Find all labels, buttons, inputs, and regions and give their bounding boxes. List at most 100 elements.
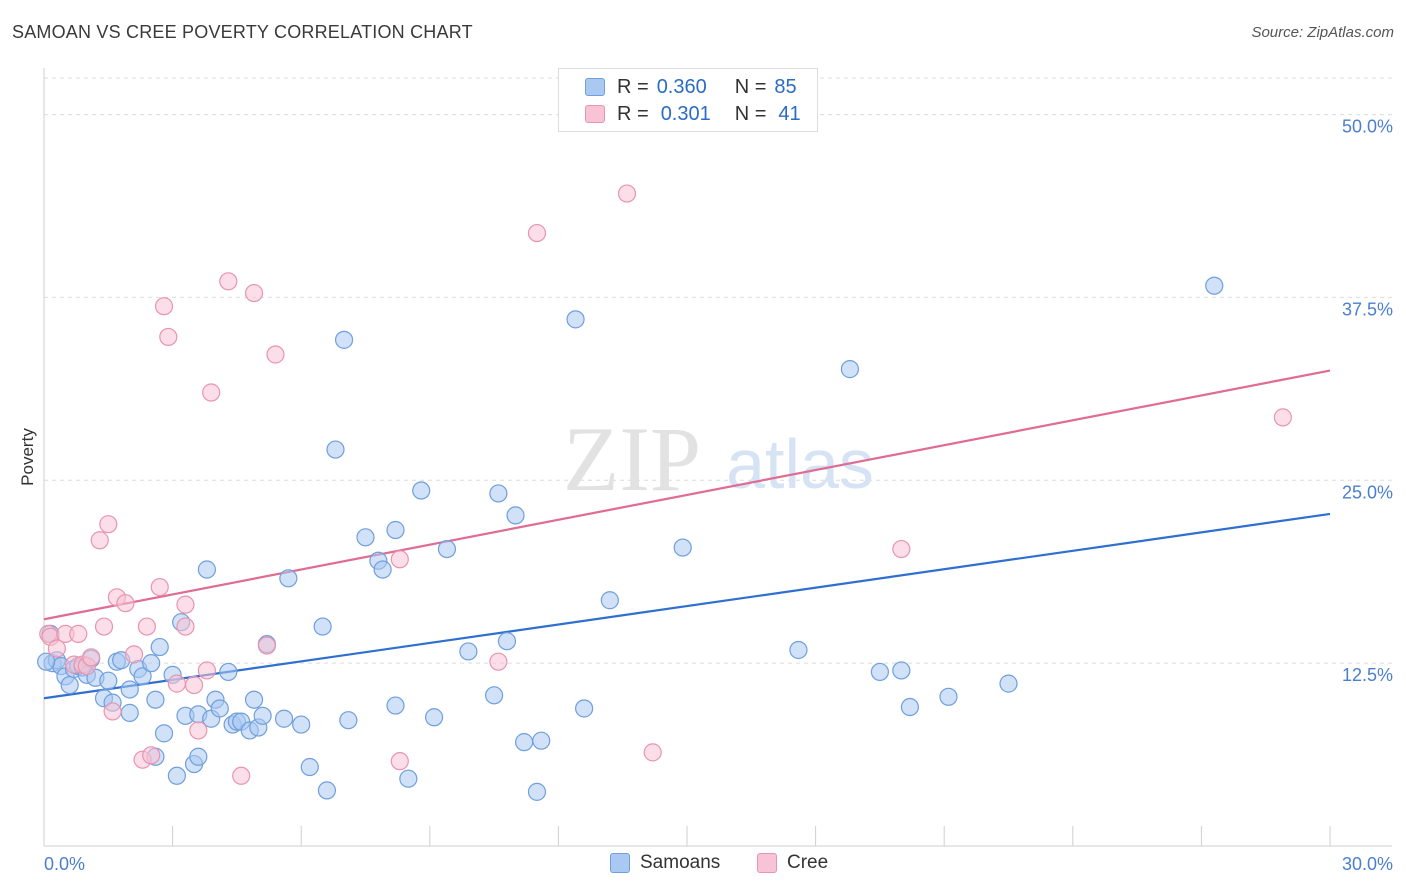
data-point: [60, 675, 79, 695]
legend-swatch-samoans: [610, 853, 630, 873]
data-point: [339, 711, 358, 730]
data-point: [219, 662, 238, 682]
data-point: [334, 330, 354, 349]
source-credit: Source: ZipAtlas.com: [1251, 24, 1394, 41]
data-point: [892, 539, 911, 559]
trend-line-samoans: [43, 512, 1331, 700]
data-point: [424, 708, 444, 727]
data-point: [150, 637, 169, 657]
data-point: [167, 766, 186, 785]
data-point: [154, 297, 174, 316]
trend-lines: [43, 369, 1331, 700]
y-tick-label: 12.5%: [1342, 665, 1393, 685]
data-point: [789, 640, 808, 660]
data-point: [99, 671, 118, 690]
data-point: [274, 709, 294, 728]
data-point: [412, 481, 431, 500]
legend-item-cree[interactable]: Cree: [757, 852, 828, 874]
data-point: [159, 327, 178, 347]
x-tick-label: 0.0%: [44, 854, 85, 874]
data-point: [673, 538, 692, 557]
data-point: [390, 550, 409, 569]
data-point: [210, 699, 229, 718]
data-point: [142, 654, 161, 673]
grid-lines: [44, 77, 1392, 664]
chart-title: SAMOAN VS CREE POVERTY CORRELATION CHART: [12, 22, 473, 42]
data-point: [82, 648, 101, 667]
data-point: [146, 690, 165, 709]
data-point: [532, 731, 551, 750]
data-point: [386, 520, 405, 540]
data-point: [197, 661, 216, 680]
y-tick-label: 25.0%: [1342, 482, 1393, 502]
data-point: [257, 636, 277, 655]
legend-n-value: 41: [778, 102, 801, 125]
data-point: [244, 283, 264, 303]
data-point: [184, 675, 204, 695]
data-point: [999, 674, 1018, 693]
y-axis-label: Poverty: [18, 428, 37, 486]
legend-row-cree: R = 0.301 N = 41: [585, 102, 801, 126]
legend-r-value: 0.301: [660, 102, 711, 125]
legend-label-samoans: Samoans: [640, 852, 721, 873]
legend-swatch-cree: [757, 853, 777, 873]
y-tick-label: 50.0%: [1342, 117, 1393, 137]
data-point: [133, 667, 152, 686]
data-point: [232, 766, 251, 785]
legend-r-label: R =: [617, 102, 649, 125]
data-point: [497, 632, 517, 651]
legend-r-value: 0.360: [656, 75, 707, 98]
data-point: [120, 703, 139, 722]
y-tick-label: 37.5%: [1342, 299, 1393, 319]
data-point: [900, 697, 920, 717]
data-point: [527, 223, 547, 243]
watermark: ZIP atlas: [563, 408, 874, 510]
legend-swatch-cree: [585, 105, 605, 123]
watermark-zip: ZIP: [563, 408, 701, 510]
data-point: [317, 781, 337, 800]
data-point: [527, 782, 547, 801]
legend-n-label: N =: [734, 102, 767, 125]
data-point: [176, 595, 195, 614]
legend-row-samoans: R = 0.360 N = 85: [585, 75, 797, 99]
data-point: [99, 515, 118, 534]
data-point: [515, 733, 534, 752]
data-point: [459, 642, 478, 661]
data-point: [485, 686, 504, 705]
data-point: [94, 617, 114, 636]
data-point: [202, 383, 221, 402]
data-point: [489, 652, 508, 671]
data-point: [154, 724, 174, 743]
data-point: [279, 569, 298, 588]
data-point: [566, 310, 585, 329]
data-point: [892, 661, 911, 680]
data-point: [489, 484, 508, 503]
series-samoans: [37, 276, 1224, 801]
data-point: [142, 746, 161, 765]
data-point: [313, 617, 332, 636]
data-point: [197, 560, 216, 579]
data-point: [189, 721, 208, 740]
data-point: [300, 757, 319, 777]
data-point: [37, 652, 56, 671]
legend-n-label: N =: [734, 75, 767, 98]
data-point: [356, 528, 375, 547]
data-point: [266, 345, 285, 364]
data-point: [870, 662, 890, 682]
data-point: [326, 440, 345, 459]
legend-item-samoans[interactable]: Samoans: [610, 852, 720, 874]
axes: [43, 68, 1392, 847]
data-point: [120, 680, 139, 699]
data-point: [124, 645, 144, 664]
data-point: [292, 715, 311, 734]
data-point: [643, 743, 662, 762]
legend-n-value: 85: [774, 75, 797, 98]
data-point: [137, 617, 156, 636]
x-tick-label: 30.0%: [1342, 854, 1393, 874]
data-point: [840, 360, 859, 379]
data-points: [37, 184, 1292, 801]
data-point: [47, 639, 66, 658]
legend-label-cree: Cree: [787, 852, 829, 873]
data-point: [373, 560, 392, 579]
